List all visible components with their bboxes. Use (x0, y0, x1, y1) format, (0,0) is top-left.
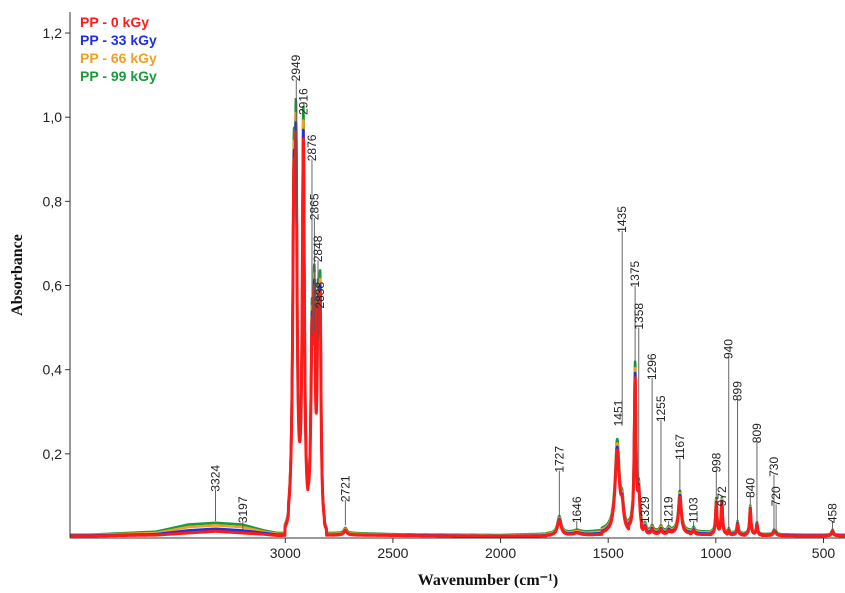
x-tick-label-2500: 2500 (377, 545, 408, 561)
y-tick-label-0,4: 0,4 (43, 362, 63, 378)
y-axis-title: Absorbance (9, 234, 26, 316)
peak-label-840: 840 (743, 478, 757, 498)
peak-label-809: 809 (750, 423, 764, 443)
peak-label-899: 899 (731, 381, 745, 401)
x-tick-label-2000: 2000 (485, 545, 516, 561)
peak-label-972: 972 (715, 486, 729, 506)
y-tick-label-0,8: 0,8 (43, 193, 63, 209)
peak-label-1646: 1646 (570, 496, 584, 523)
x-tick-label-1000: 1000 (700, 545, 731, 561)
x-axis-title: Wavenumber (cm⁻¹) (418, 572, 558, 589)
peak-label-940: 940 (722, 339, 736, 359)
y-tick-label-0,6: 0,6 (43, 278, 63, 294)
peak-label-730: 730 (767, 457, 781, 477)
peak-label-2916: 2916 (296, 88, 310, 115)
peak-label-1296: 1296 (645, 353, 659, 380)
peak-label-458: 458 (826, 503, 840, 523)
peak-label-998: 998 (709, 452, 723, 472)
peak-label-1451: 1451 (612, 399, 626, 426)
peak-label-2876: 2876 (305, 134, 319, 161)
peak-label-2838: 2838 (313, 282, 327, 309)
peak-label-1255: 1255 (654, 395, 668, 422)
peak-annotations: 3324 3197 2949 2916 2876 2865 2848 2838 2721 1727… (209, 54, 840, 534)
x-tick-label-1500: 1500 (593, 545, 624, 561)
peak-label-1167: 1167 (673, 434, 687, 460)
peak-label-1219: 1219 (662, 496, 676, 523)
peak-label-2949: 2949 (289, 54, 303, 81)
peak-label-2848: 2848 (311, 235, 325, 262)
legend-entry-4: PP - 0 kGy (80, 14, 149, 30)
peak-label-1375: 1375 (628, 260, 642, 287)
y-tick-label-1,2: 1,2 (43, 25, 63, 41)
x-tick-label-500: 500 (812, 545, 836, 561)
x-axis-ticks: 3000 2500 2000 1500 1000 500 (270, 538, 836, 561)
legend-entry-2: PP - 66 kGy (80, 50, 157, 66)
legend-entry-3: PP - 33 kGy (80, 32, 157, 48)
legend-entry-1: PP - 99 kGy (80, 68, 157, 84)
legend: PP - 0 kGy PP - 33 kGy PP - 66 kGy PP - 99 … (80, 14, 157, 84)
y-axis-ticks: 0,2 0,4 0,6 0,8 1,0 1,2 (43, 25, 70, 462)
peak-label-3324: 3324 (209, 465, 223, 492)
y-tick-label-1,0: 1,0 (43, 109, 63, 125)
peak-label-1435: 1435 (615, 206, 629, 233)
peak-label-1103: 1103 (687, 497, 701, 523)
series-line-4 (68, 130, 845, 538)
peak-label-1727: 1727 (552, 446, 566, 473)
peak-label-3197: 3197 (236, 496, 250, 523)
plot-area (70, 12, 845, 538)
peak-label-720: 720 (769, 486, 783, 506)
peak-label-1329: 1329 (638, 496, 652, 523)
peak-label-2865: 2865 (307, 193, 321, 220)
x-tick-label-3000: 3000 (270, 545, 301, 561)
peak-label-1358: 1358 (632, 303, 646, 330)
spectrum-series (68, 97, 845, 538)
y-tick-label-0,2: 0,2 (43, 446, 63, 462)
plot-background (70, 12, 845, 538)
peak-label-2721: 2721 (338, 475, 352, 502)
